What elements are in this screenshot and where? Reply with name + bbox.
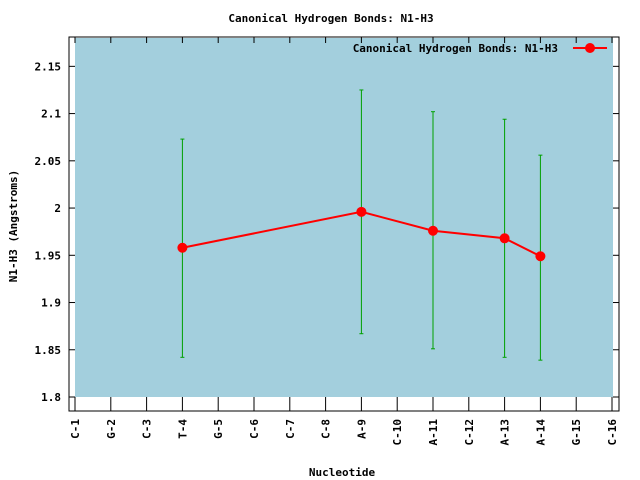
legend-marker — [585, 43, 595, 53]
x-tick-label: C-12 — [463, 419, 476, 446]
x-tick-label: C-3 — [141, 419, 154, 439]
y-tick-label: 1.85 — [35, 344, 62, 357]
data-point — [499, 233, 510, 244]
x-tick-label: C-1 — [69, 419, 82, 439]
x-tick-label: C-7 — [284, 419, 297, 439]
x-tick-label: C-8 — [320, 419, 333, 439]
x-tick-label: T-4 — [176, 419, 189, 439]
y-tick-label: 2.05 — [35, 155, 62, 168]
y-tick-label: 1.95 — [35, 249, 62, 262]
x-tick-label: C-16 — [606, 419, 619, 446]
x-tick-label: C-6 — [248, 419, 261, 439]
x-tick-label: A-9 — [355, 419, 368, 439]
x-tick-label: G-2 — [105, 419, 118, 439]
data-point — [428, 225, 438, 236]
x-tick-label: C-10 — [391, 419, 404, 446]
x-tick-label: A-13 — [499, 419, 512, 446]
x-tick-label: G-15 — [570, 419, 583, 446]
data-point — [177, 242, 188, 253]
data-point — [535, 251, 546, 262]
y-axis-label: N1-H3 (Angstroms) — [7, 170, 20, 283]
axis-ticks — [69, 37, 619, 411]
legend-label: Canonical Hydrogen Bonds: N1-H3 — [353, 42, 558, 55]
plot-background — [75, 38, 613, 397]
x-axis-label: Nucleotide — [309, 466, 376, 479]
y-tick-label: 2.1 — [41, 108, 61, 121]
y-tick-label: 1.8 — [41, 391, 61, 404]
y-tick-labels: 1.8 1.85 1.9 1.95 2 2.05 2.1 2.15 — [35, 60, 62, 404]
y-tick-label: 2 — [54, 202, 61, 215]
y-tick-label: 1.9 — [41, 297, 61, 310]
legend: Canonical Hydrogen Bonds: N1-H3 — [353, 42, 607, 55]
x-tick-labels: C-1 G-2 C-3 T-4 G-5 C-6 C-7 C-8 A-9 C-10 A-11 C-12 A… — [69, 419, 619, 446]
chart-title: Canonical Hydrogen Bonds: N1-H3 — [228, 12, 433, 25]
x-tick-label: G-5 — [212, 419, 225, 439]
x-tick-label: A-14 — [534, 419, 547, 446]
data-points — [177, 206, 546, 262]
data-point — [356, 206, 367, 217]
y-tick-label: 2.15 — [35, 60, 62, 73]
x-tick-label: A-11 — [427, 419, 440, 446]
